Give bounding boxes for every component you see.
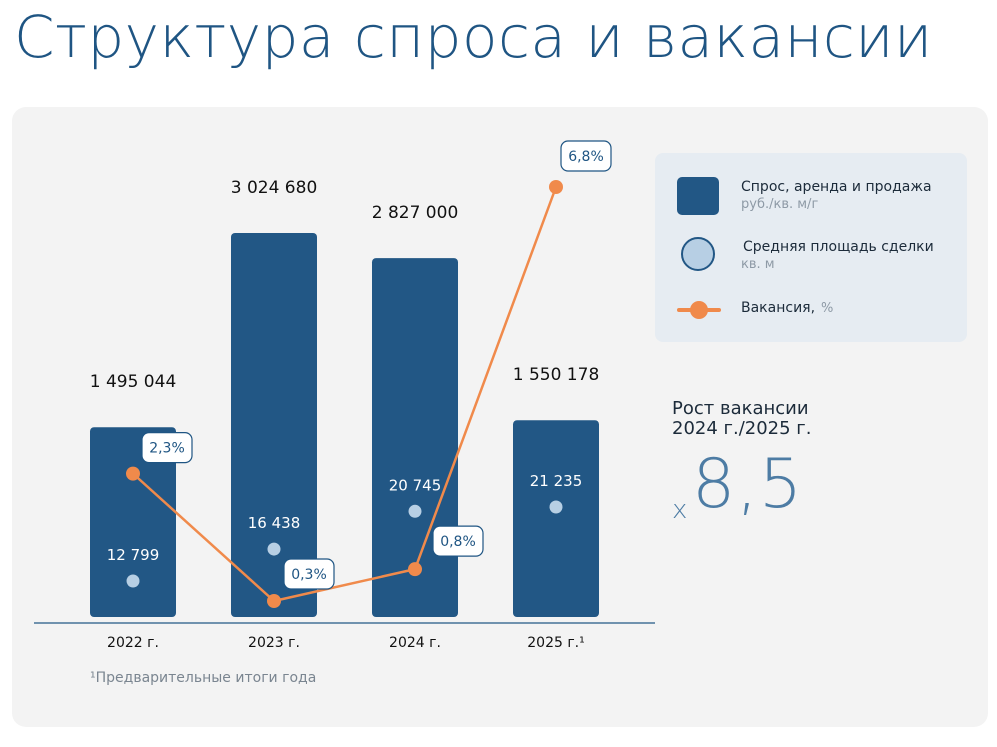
vacancy-line xyxy=(132,186,558,603)
circle-swatch-icon xyxy=(681,237,715,271)
area-dot-4 xyxy=(549,500,563,514)
line-marker-swatch-icon xyxy=(677,300,721,320)
bar-swatch-icon xyxy=(677,177,719,215)
x-tick-label-3: 2024 г. xyxy=(389,635,441,651)
vacancy-value-label-2: 0,3% xyxy=(291,567,327,583)
area-dot-3 xyxy=(408,504,422,518)
chart-panel: 1 495 044 3 024 680 2 827 000 1 550 178 2022… xyxy=(12,107,988,727)
bar-demand-1 xyxy=(90,427,176,617)
vacancy-value-label-1: 2,3% xyxy=(149,441,185,457)
growth-title-line2: 2024 г./2025 г. xyxy=(672,418,812,439)
legend-unit-area: кв. м xyxy=(741,257,775,272)
chart-svg: 1 495 044 3 024 680 2 827 000 1 550 178 2022… xyxy=(34,140,655,651)
legend-item-demand: Спрос, аренда и продажа руб./кв. м/г xyxy=(655,177,967,227)
area-value-label-3: 20 745 xyxy=(389,476,442,494)
page-title: Структура спроса и вакансии xyxy=(14,3,933,71)
footnote: ¹Предварительные итоги года xyxy=(90,670,317,686)
area-dot-1 xyxy=(126,574,140,588)
bar-demand-2 xyxy=(231,233,317,617)
vacancy-callout-2 xyxy=(283,558,335,590)
vacancy-point-1 xyxy=(126,466,140,481)
legend-item-vacancy: Вакансия, % xyxy=(655,298,967,348)
growth-title: Рост вакансии 2024 г./2025 г. xyxy=(672,399,811,439)
vacancy-point-3 xyxy=(408,562,422,577)
bar-demand-4 xyxy=(513,420,599,617)
bar-value-label-1: 1 495 044 xyxy=(90,372,177,392)
vacancy-point-4 xyxy=(549,180,563,194)
bar-value-label-4: 1 550 178 xyxy=(513,365,600,385)
vacancy-value-label-3: 0,8% xyxy=(440,534,476,550)
legend-label-demand: Спрос, аренда и продажа xyxy=(741,179,932,195)
x-tick-label-1: 2022 г. xyxy=(107,635,159,651)
bar-value-label-2: 3 024 680 xyxy=(231,178,318,198)
area-value-label-1: 12 799 xyxy=(107,546,160,564)
growth-prefix: х xyxy=(672,495,688,525)
growth-title-line1: Рост вакансии xyxy=(672,398,809,419)
vacancy-point-2 xyxy=(267,594,281,608)
vacancy-callout-3 xyxy=(432,525,484,557)
legend-item-area: Средняя площадь сделки кв. м xyxy=(655,237,967,287)
legend-unit-vacancy: % xyxy=(821,301,834,316)
x-tick-label-2: 2023 г. xyxy=(248,635,300,651)
legend-label-vacancy: Вакансия, xyxy=(741,300,816,316)
x-tick-label-4: 2025 г.¹ xyxy=(527,635,585,651)
legend-unit-demand: руб./кв. м/г xyxy=(741,197,819,212)
area-value-label-2: 16 438 xyxy=(248,514,301,532)
vacancy-value-label-4: 6,8% xyxy=(568,149,604,165)
growth-value: 8,5 xyxy=(692,445,804,524)
area-value-label-4: 21 235 xyxy=(530,472,583,490)
area-dot-2 xyxy=(267,542,281,556)
bar-value-label-3: 2 827 000 xyxy=(372,203,459,223)
vacancy-callout-1 xyxy=(141,432,193,464)
legend-label-area: Средняя площадь сделки xyxy=(743,239,934,255)
legend: Спрос, аренда и продажа руб./кв. м/г Сре… xyxy=(655,153,967,342)
vacancy-callout-4 xyxy=(560,140,612,172)
